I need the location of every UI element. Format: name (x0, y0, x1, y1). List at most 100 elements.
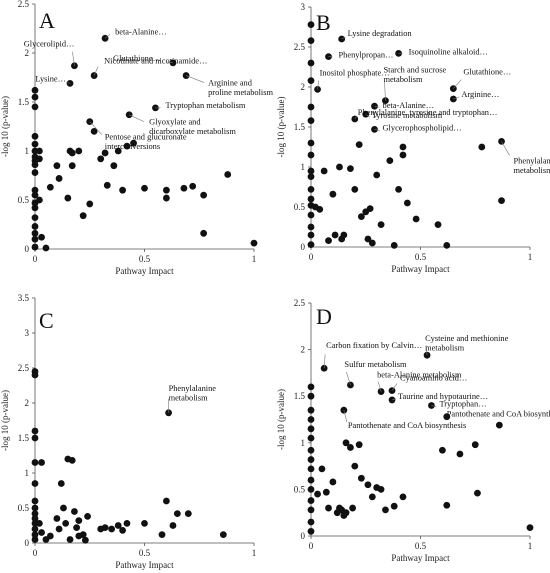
x-tick-label: 0 (309, 541, 314, 551)
annotation-leader (65, 82, 71, 84)
data-point (307, 241, 315, 249)
annotation-leader (343, 410, 348, 423)
data-point (46, 183, 54, 191)
data-point (474, 489, 481, 497)
x-tick-label: 0 (33, 254, 38, 264)
data-point (307, 59, 315, 67)
data-point (108, 525, 116, 533)
data-point (68, 457, 76, 464)
data-point (307, 465, 315, 473)
pathway-annotation: beta-Alanine metabolism (377, 371, 462, 380)
pathway-annotation: Lysine degradation (348, 29, 413, 38)
data-point (349, 504, 357, 512)
data-point (307, 167, 315, 175)
data-point (373, 171, 381, 179)
data-point (119, 527, 126, 534)
data-point (307, 486, 315, 493)
data-point (307, 497, 315, 504)
data-point (403, 199, 411, 207)
pathway-annotation: beta-Alanine… (383, 101, 435, 110)
pathway-annotation: Tryptophan metabolism (165, 101, 245, 110)
data-point (31, 86, 39, 94)
data-point (31, 186, 39, 194)
y-tick-label: 3.5 (18, 293, 30, 303)
annotation-leader (431, 405, 437, 407)
y-tick-label: 1 (301, 438, 306, 448)
x-tick-label: 0.5 (139, 254, 151, 264)
data-point (73, 524, 81, 531)
data-point (478, 143, 486, 151)
data-point (342, 509, 350, 517)
data-point (31, 536, 39, 543)
data-point (526, 524, 534, 532)
x-tick-label: 1 (528, 252, 533, 262)
panel-d: 0 0.5 1 1.5 2 2.5 0 0.5 1 Pathway Impact -log 10 (… (276, 298, 550, 563)
data-point (320, 167, 328, 175)
y-axis-label: -log 10 (p-value) (276, 97, 286, 158)
data-point (377, 486, 385, 493)
data-point (307, 195, 315, 203)
annotation-leader (72, 51, 75, 66)
annotation-leader (186, 75, 205, 83)
data-point (81, 536, 89, 544)
data-point (53, 515, 61, 522)
data-point (307, 416, 315, 423)
data-point (180, 184, 188, 192)
data-point (31, 132, 39, 140)
data-point (46, 532, 54, 540)
data-point (307, 406, 315, 414)
data-point (399, 493, 407, 501)
pathway-annotation: Glycerolipid… (24, 40, 75, 49)
x-axis-label: Pathway Impact (391, 553, 450, 563)
data-point (38, 459, 45, 466)
data-point (307, 425, 315, 433)
data-point (340, 231, 348, 239)
data-point (79, 212, 87, 220)
data-point (101, 524, 109, 531)
y-axis-label: -log 10 (p-value) (276, 389, 286, 450)
annotation-leader (453, 79, 462, 89)
y-axis-label: -log 10 (p-value) (0, 96, 10, 157)
annotation-leader (317, 80, 319, 90)
data-point (443, 242, 451, 249)
data-point (38, 233, 45, 241)
data-point (31, 169, 39, 176)
data-point (90, 127, 98, 135)
data-point (55, 525, 63, 533)
data-point (163, 194, 170, 202)
data-point (55, 175, 63, 182)
data-point (307, 223, 315, 231)
pathway-annotation: Pentose and glucuronate interconversions (105, 133, 187, 152)
data-point (366, 205, 374, 213)
data-point (35, 147, 43, 155)
data-point (355, 441, 363, 449)
pathway-annotation: Phenylpropan… (339, 51, 394, 60)
pathway-annotation: Glycerophospholipid… (383, 123, 462, 132)
data-point (219, 531, 227, 538)
pathway-annotation: Carbon fixation by Calvin… (326, 341, 422, 350)
data-point (439, 446, 446, 454)
annotated-point (495, 421, 503, 429)
data-point (443, 501, 451, 509)
y-tick-label: 1.5 (18, 433, 30, 443)
data-point (110, 162, 118, 170)
data-point (377, 221, 385, 229)
data-point (307, 37, 315, 44)
data-point (386, 157, 394, 165)
pathway-annotation: Sulfur metabolism (344, 360, 407, 369)
annotation-leader (377, 381, 382, 392)
y-tick-label: 2 (301, 82, 306, 92)
data-point (31, 459, 39, 466)
data-point (342, 439, 350, 447)
pathway-annotation: Taurine and hypotaurine… (398, 392, 488, 401)
data-point (318, 465, 326, 473)
data-point (456, 450, 464, 458)
data-point (163, 497, 170, 505)
y-tick-label: 0.5 (294, 484, 306, 494)
data-point (57, 480, 65, 487)
data-point (307, 518, 315, 526)
data-point (60, 504, 67, 512)
data-point (347, 444, 354, 451)
data-point (31, 229, 39, 237)
